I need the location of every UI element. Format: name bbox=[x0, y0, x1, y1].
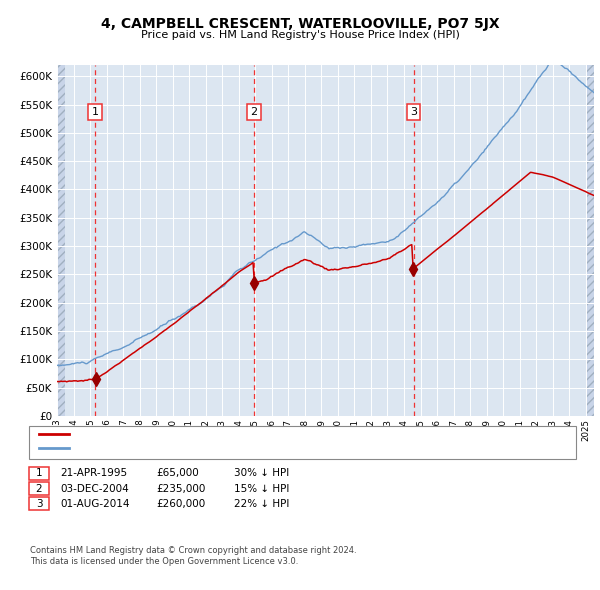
Text: 01-AUG-2014: 01-AUG-2014 bbox=[60, 499, 130, 509]
Text: 1: 1 bbox=[35, 468, 43, 478]
Text: 03-DEC-2004: 03-DEC-2004 bbox=[60, 484, 129, 493]
Text: This data is licensed under the Open Government Licence v3.0.: This data is licensed under the Open Gov… bbox=[30, 558, 298, 566]
Text: 30% ↓ HPI: 30% ↓ HPI bbox=[234, 468, 289, 478]
Text: 3: 3 bbox=[35, 499, 43, 509]
Text: 4, CAMPBELL CRESCENT, WATERLOOVILLE, PO7 5JX (detached house): 4, CAMPBELL CRESCENT, WATERLOOVILLE, PO7… bbox=[73, 429, 419, 438]
Text: 1: 1 bbox=[92, 107, 98, 117]
Text: £260,000: £260,000 bbox=[156, 499, 205, 509]
Text: 22% ↓ HPI: 22% ↓ HPI bbox=[234, 499, 289, 509]
Text: £65,000: £65,000 bbox=[156, 468, 199, 478]
Bar bbox=[586, 65, 594, 416]
Text: £235,000: £235,000 bbox=[156, 484, 205, 493]
Text: 2: 2 bbox=[250, 107, 257, 117]
Text: 2: 2 bbox=[35, 484, 43, 493]
Text: Price paid vs. HM Land Registry's House Price Index (HPI): Price paid vs. HM Land Registry's House … bbox=[140, 30, 460, 40]
Text: 3: 3 bbox=[410, 107, 417, 117]
Bar bbox=[57, 65, 65, 416]
Text: 4, CAMPBELL CRESCENT, WATERLOOVILLE, PO7 5JX: 4, CAMPBELL CRESCENT, WATERLOOVILLE, PO7… bbox=[101, 17, 499, 31]
Text: 21-APR-1995: 21-APR-1995 bbox=[60, 468, 127, 478]
Text: HPI: Average price, detached house, Havant: HPI: Average price, detached house, Hava… bbox=[73, 444, 293, 453]
Text: 15% ↓ HPI: 15% ↓ HPI bbox=[234, 484, 289, 493]
Text: Contains HM Land Registry data © Crown copyright and database right 2024.: Contains HM Land Registry data © Crown c… bbox=[30, 546, 356, 555]
